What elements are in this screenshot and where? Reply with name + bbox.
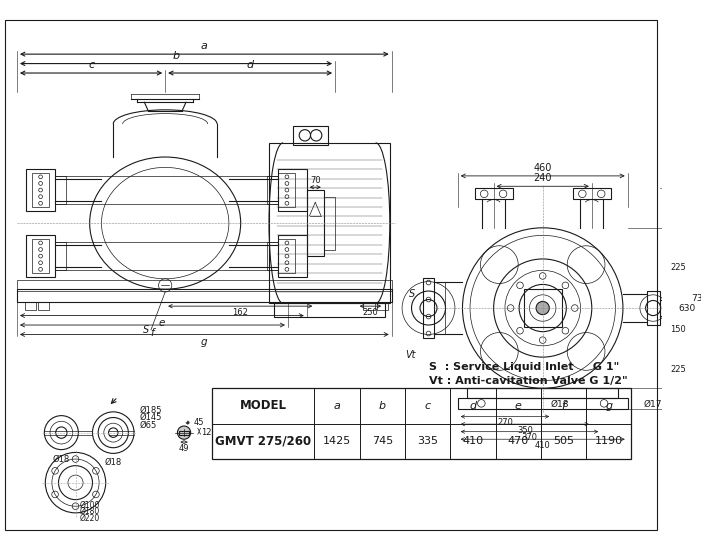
Bar bbox=[27, 169, 55, 211]
Text: 1425: 1425 bbox=[323, 436, 351, 447]
Circle shape bbox=[177, 426, 191, 439]
Text: Ø180: Ø180 bbox=[79, 507, 100, 516]
Bar bbox=[17, 280, 392, 291]
Bar bbox=[363, 302, 375, 310]
Bar bbox=[307, 190, 324, 256]
Text: a: a bbox=[201, 41, 207, 51]
Text: g: g bbox=[605, 401, 613, 411]
Text: 162: 162 bbox=[232, 308, 248, 317]
Text: c: c bbox=[88, 60, 94, 70]
Text: Ø17: Ø17 bbox=[644, 400, 662, 409]
Bar bbox=[434, 282, 446, 334]
Text: 410: 410 bbox=[535, 441, 550, 450]
Text: Ø18: Ø18 bbox=[104, 458, 122, 467]
Bar bbox=[267, 242, 278, 270]
Text: Vt: Vt bbox=[404, 350, 415, 360]
Bar bbox=[17, 289, 392, 302]
Bar bbox=[32, 239, 49, 273]
Text: 730: 730 bbox=[691, 294, 701, 303]
Text: Ø220: Ø220 bbox=[79, 514, 100, 523]
Text: MODEL: MODEL bbox=[240, 399, 287, 412]
Bar bbox=[55, 176, 66, 204]
Text: c: c bbox=[425, 401, 430, 411]
Text: e: e bbox=[515, 401, 522, 411]
Bar bbox=[269, 143, 390, 303]
Text: 460: 460 bbox=[533, 163, 552, 173]
Text: S  : Service Liquid Inlet     G 1": S : Service Liquid Inlet G 1" bbox=[430, 361, 620, 372]
Text: 49: 49 bbox=[179, 444, 189, 453]
Text: Ø145: Ø145 bbox=[139, 413, 162, 422]
Text: S: S bbox=[143, 324, 149, 335]
Text: 745: 745 bbox=[372, 436, 393, 447]
Text: 225: 225 bbox=[670, 263, 686, 272]
Bar bbox=[467, 388, 618, 398]
Bar bbox=[267, 176, 278, 204]
Bar bbox=[278, 235, 307, 277]
Text: 630: 630 bbox=[679, 304, 696, 312]
Text: e: e bbox=[158, 318, 165, 328]
Text: Vt : Anti-cavitation Valve G 1/2": Vt : Anti-cavitation Valve G 1/2" bbox=[430, 376, 628, 386]
Text: f: f bbox=[562, 401, 566, 411]
Bar bbox=[278, 239, 295, 273]
Text: 370: 370 bbox=[522, 433, 538, 442]
Text: GMVT 275/260: GMVT 275/260 bbox=[215, 435, 311, 448]
Text: 12: 12 bbox=[201, 428, 212, 437]
Bar bbox=[292, 126, 329, 145]
Bar bbox=[55, 242, 66, 270]
Bar bbox=[376, 302, 388, 310]
Text: d: d bbox=[247, 60, 254, 70]
Bar bbox=[646, 291, 660, 325]
Bar bbox=[278, 173, 295, 207]
Text: S: S bbox=[409, 289, 415, 299]
Text: a: a bbox=[334, 401, 341, 411]
Bar bbox=[38, 302, 49, 310]
Text: g: g bbox=[201, 337, 207, 347]
Text: 70: 70 bbox=[311, 177, 321, 185]
Text: 45: 45 bbox=[193, 418, 204, 427]
Text: 470: 470 bbox=[508, 436, 529, 447]
Text: b: b bbox=[172, 51, 179, 60]
Text: Ø185: Ø185 bbox=[139, 405, 162, 415]
Bar bbox=[458, 398, 627, 409]
Text: 240: 240 bbox=[533, 173, 552, 184]
Bar bbox=[573, 188, 611, 200]
Text: 150: 150 bbox=[670, 324, 686, 334]
Bar bbox=[278, 169, 307, 211]
Text: 350: 350 bbox=[517, 426, 533, 434]
Text: 1190: 1190 bbox=[594, 436, 623, 447]
Circle shape bbox=[536, 301, 550, 315]
Bar bbox=[324, 197, 335, 250]
Bar bbox=[25, 302, 36, 310]
Text: 505: 505 bbox=[553, 436, 574, 447]
Text: Ø18: Ø18 bbox=[550, 400, 569, 409]
Bar bbox=[212, 388, 632, 459]
Text: 410: 410 bbox=[462, 436, 484, 447]
Bar bbox=[179, 431, 189, 435]
Text: f: f bbox=[151, 328, 154, 338]
Bar bbox=[27, 235, 55, 277]
Text: Ø100: Ø100 bbox=[79, 500, 100, 510]
Bar bbox=[273, 303, 385, 317]
Text: 250: 250 bbox=[362, 308, 379, 317]
Bar bbox=[32, 173, 49, 207]
Text: Ø18: Ø18 bbox=[53, 454, 70, 463]
Text: 335: 335 bbox=[417, 436, 438, 447]
Text: 225: 225 bbox=[670, 365, 686, 374]
Bar bbox=[524, 289, 562, 327]
Text: Ø65: Ø65 bbox=[139, 421, 157, 430]
Bar bbox=[475, 188, 512, 200]
Text: d: d bbox=[469, 401, 477, 411]
Text: b: b bbox=[379, 401, 386, 411]
Text: 270: 270 bbox=[497, 418, 513, 427]
Bar bbox=[423, 278, 434, 338]
